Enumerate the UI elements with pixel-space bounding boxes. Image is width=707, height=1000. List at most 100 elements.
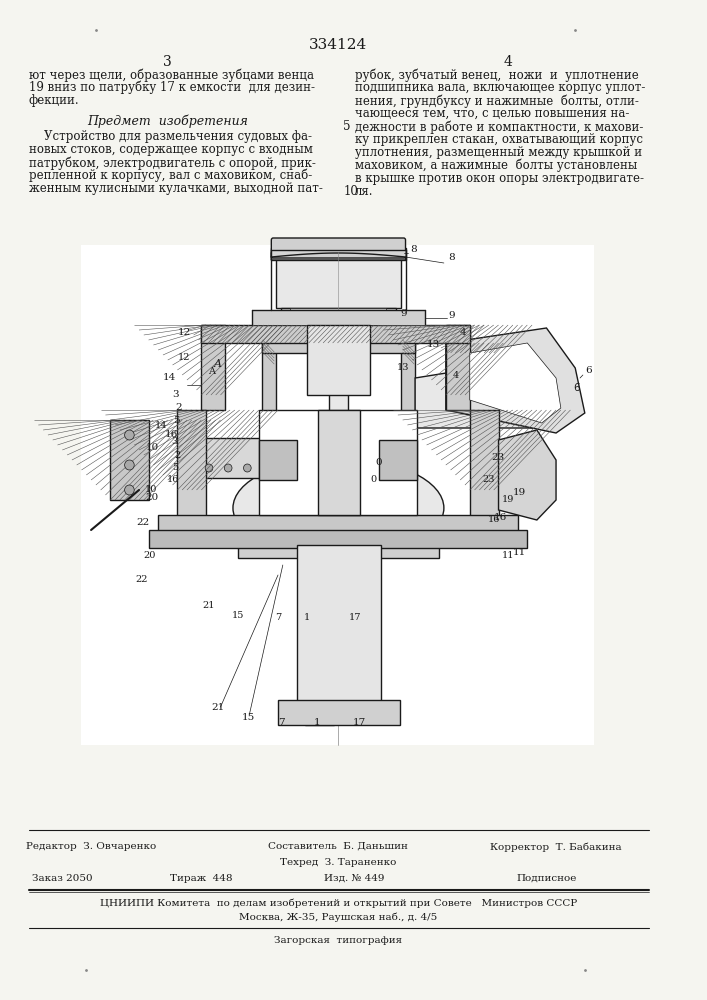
Text: 2: 2: [175, 403, 182, 412]
Bar: [401, 338, 415, 458]
Polygon shape: [469, 343, 561, 423]
Text: Корректор  Т. Бабакина: Корректор Т. Бабакина: [490, 842, 622, 852]
Text: 10: 10: [146, 443, 159, 452]
Bar: [446, 325, 469, 410]
Text: чающееся тем, что, с целью повышения на-: чающееся тем, что, с целью повышения на-: [355, 107, 629, 120]
Text: 13: 13: [426, 340, 440, 349]
Bar: [305, 553, 334, 725]
Text: A: A: [214, 359, 222, 369]
Text: 15: 15: [232, 610, 244, 619]
Text: женным кулисными кулачками, выходной пат-: женным кулисными кулачками, выходной пат…: [29, 182, 322, 195]
Text: 12: 12: [177, 328, 191, 337]
Text: 11: 11: [502, 550, 515, 560]
Bar: [291, 308, 386, 318]
Text: 5: 5: [343, 120, 351, 133]
Polygon shape: [446, 328, 585, 433]
Text: Подписное: Подписное: [516, 874, 577, 883]
Bar: [262, 338, 276, 458]
Bar: [271, 248, 406, 260]
Bar: [329, 328, 348, 538]
Bar: [110, 420, 148, 500]
Text: 21: 21: [211, 703, 224, 712]
Bar: [262, 443, 415, 458]
Text: 16: 16: [493, 513, 507, 522]
Text: Устройство для размельчения судовых фа-: Устройство для размельчения судовых фа-: [29, 130, 312, 143]
Text: новых стоков, содержащее корпус с входным: новых стоков, содержащее корпус с входны…: [29, 143, 312, 156]
Bar: [379, 440, 417, 480]
Ellipse shape: [233, 458, 444, 558]
Text: патрубком, электродвигатель с опорой, прик-: патрубком, электродвигатель с опорой, пр…: [29, 156, 315, 169]
Bar: [318, 410, 360, 515]
Text: 5: 5: [173, 416, 179, 425]
Circle shape: [124, 460, 134, 470]
Bar: [238, 538, 439, 558]
Text: 23: 23: [483, 476, 495, 485]
Text: 23: 23: [491, 453, 504, 462]
Bar: [252, 310, 425, 325]
Polygon shape: [271, 243, 406, 260]
Text: 11: 11: [513, 548, 526, 557]
Bar: [177, 410, 206, 540]
Bar: [194, 438, 262, 478]
Text: фекции.: фекции.: [29, 94, 79, 107]
Text: 8: 8: [410, 245, 417, 254]
Bar: [297, 545, 380, 715]
Text: 3: 3: [171, 438, 177, 446]
Text: репленной к корпусу, вал с маховиком, снаб-: репленной к корпусу, вал с маховиком, сн…: [29, 169, 312, 182]
Text: 1: 1: [304, 613, 310, 622]
Text: 7: 7: [275, 613, 281, 622]
Text: Москва, Ж-35, Раушская наб., д. 4/5: Москва, Ж-35, Раушская наб., д. 4/5: [239, 912, 438, 922]
Text: 21: 21: [203, 600, 215, 609]
Text: дежности в работе и компактности, к махови-: дежности в работе и компактности, к махо…: [355, 120, 643, 133]
Circle shape: [124, 430, 134, 440]
Bar: [276, 260, 401, 308]
Text: Редактор  З. Овчаренко: Редактор З. Овчаренко: [26, 842, 156, 851]
Circle shape: [205, 464, 213, 472]
Text: 14: 14: [163, 373, 176, 382]
Text: 19 вниз по патрубку 17 к емкости  для дезин-: 19 вниз по патрубку 17 к емкости для дез…: [29, 81, 315, 95]
Text: 12: 12: [178, 354, 190, 362]
Text: 6: 6: [573, 383, 580, 393]
Text: 15: 15: [242, 713, 255, 722]
Text: ку прикреплен стакан, охватывающий корпус: ку прикреплен стакан, охватывающий корпу…: [355, 133, 643, 146]
Bar: [259, 440, 297, 480]
Text: Составитель  Б. Даньшин: Составитель Б. Даньшин: [269, 842, 409, 851]
Text: 10: 10: [343, 185, 358, 198]
Text: 4: 4: [452, 370, 459, 379]
Text: нения, грундбуксу и нажимные  болты, отли-: нения, грундбуксу и нажимные болты, отли…: [355, 94, 638, 107]
Text: 4: 4: [460, 328, 467, 337]
Text: 4: 4: [503, 55, 513, 69]
Polygon shape: [498, 430, 556, 520]
Text: 16: 16: [166, 476, 179, 485]
Bar: [281, 308, 396, 338]
Bar: [148, 530, 527, 548]
Polygon shape: [415, 358, 568, 428]
Text: A: A: [209, 367, 216, 376]
Bar: [81, 245, 595, 745]
Text: 0: 0: [371, 476, 377, 485]
Bar: [158, 515, 518, 540]
Text: 22: 22: [136, 518, 149, 527]
Text: 7: 7: [278, 718, 285, 727]
Text: Техред  З. Тараненко: Техред З. Тараненко: [280, 858, 397, 867]
Text: 16: 16: [488, 516, 500, 524]
Bar: [307, 325, 370, 395]
FancyBboxPatch shape: [271, 238, 406, 258]
Text: 334124: 334124: [309, 38, 368, 52]
Text: 1: 1: [313, 718, 320, 727]
Text: Заказ 2050: Заказ 2050: [32, 874, 93, 883]
Text: Изд. № 449: Изд. № 449: [325, 874, 385, 883]
Text: ют через щели, образованные зубцами венца: ют через щели, образованные зубцами венц…: [29, 68, 314, 82]
Text: 3: 3: [173, 390, 179, 399]
Text: ля.: ля.: [355, 185, 373, 198]
Text: 5: 5: [173, 462, 178, 472]
Text: Предмет  изобретения: Предмет изобретения: [88, 115, 248, 128]
Bar: [262, 338, 415, 353]
Text: рубок, зубчатый венец,  ножи  и  уплотнение: рубок, зубчатый венец, ножи и уплотнение: [355, 68, 638, 82]
Text: 13: 13: [397, 363, 409, 372]
Bar: [201, 325, 226, 410]
Text: 16: 16: [165, 430, 178, 439]
Text: 17: 17: [353, 718, 366, 727]
Bar: [469, 410, 498, 540]
Text: 17: 17: [349, 613, 361, 622]
